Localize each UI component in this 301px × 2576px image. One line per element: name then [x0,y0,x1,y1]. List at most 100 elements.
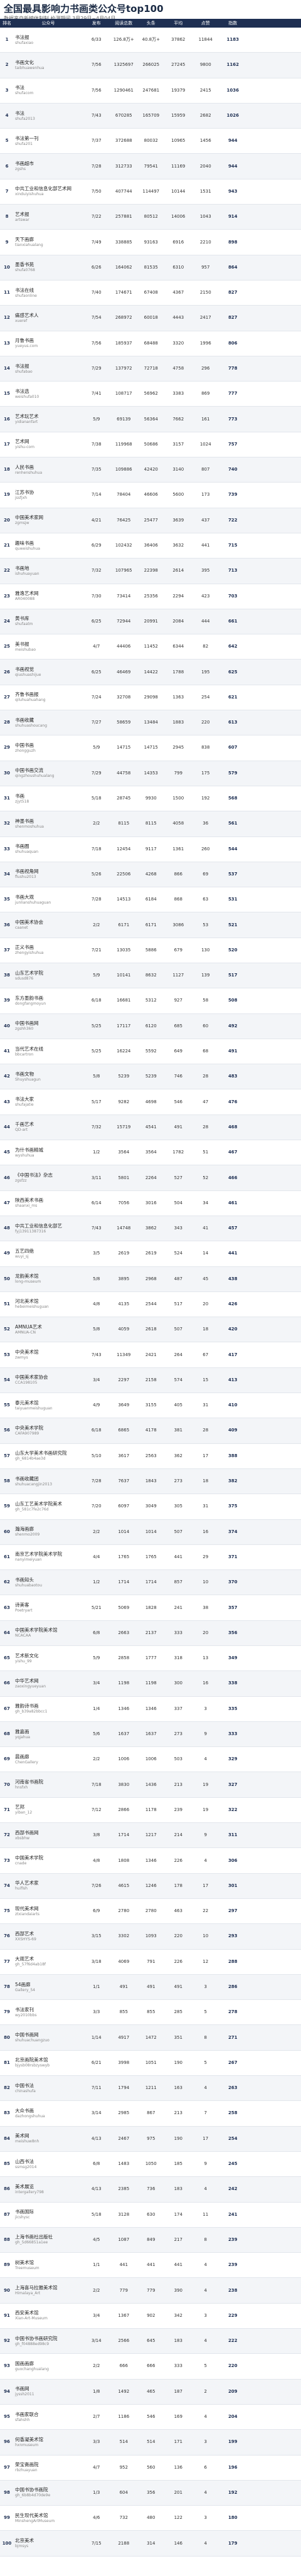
account-name[interactable]: 齐鲁书画报 [15,692,39,698]
account-cell[interactable]: 艺术网 yishu-com [14,439,83,450]
account-cell[interactable]: 中央美术馆 zwmys [14,1349,83,1360]
account-name[interactable]: 书画超市 [15,161,34,167]
account-name[interactable]: 痛感艺术人 [15,312,39,318]
account-name[interactable]: 《中国书法》杂志 [15,1172,53,1178]
account-cell[interactable]: 河北美术馆 hebeimeishuguan [14,1298,83,1310]
account-name[interactable]: 书画视角网 [15,868,39,875]
account-cell[interactable]: 书画收藏 shuhuashoucang [14,717,83,729]
table-row[interactable]: 26 书画视觉 qiushuashijue 6/25 46469 14422 1788 195… [0,660,301,685]
account-name[interactable]: 山东艺术学院 [15,970,43,976]
table-row[interactable]: 99 民生现代美术馆 MinshengArtMuseum 4/6 732 480 122 3 1… [0,2506,301,2531]
account-cell[interactable]: 书法大家 shufajatie [14,1096,83,1108]
table-row[interactable]: 22 书画地 ishuhuayuan 7/32 107965 22398 2614 395 71… [0,558,301,584]
table-row[interactable]: 87 书画国际 jicshysc 5/18 3128 630 174 11 241 [0,2203,301,2228]
table-row[interactable]: 44 千画艺术 QD-art 7/32 15719 4541 491 28 468 [0,1114,301,1141]
table-row[interactable]: 77 大观艺术 gh_57f6d4ab18f 3/18 4069 791 226 12 288 [0,1950,301,1975]
table-row[interactable]: 64 中国美术学院美术馆 NCACAA 6/8 2663 2137 333 20 356 [0,1620,301,1646]
account-name[interactable]: 书法第一刊 [15,135,39,141]
table-row[interactable]: 14 书法报 shufabao 7/29 137972 72718 4758 296 778 [0,356,301,382]
account-cell[interactable]: 上海书画社出版社 gh_5d66851a1ee [14,2234,83,2245]
account-name[interactable]: 中国书画交流 [15,767,43,774]
table-row[interactable]: 55 泰元美术馆 taiyuanmeishuguan 4/9 3649 3155 405 31… [0,1393,301,1419]
account-name[interactable]: 瀚海画廊 [15,1526,34,1532]
account-name[interactable]: 东方墨韵书画 [15,995,43,1001]
table-row[interactable]: 42 书画文物 Shuyshuagun 5/8 5239 5239 746 28 483 [0,1064,301,1090]
table-row[interactable]: 47 陕西美术书画 shaanxi_ms 6/14 7056 3016 504 34 461 [0,1191,301,1216]
account-cell[interactable]: 中国书画交流 qingzhoushuhualang [14,767,83,779]
account-name[interactable]: 书画国际 [15,2209,34,2215]
account-name[interactable]: AMNUA艺术 [15,1323,42,1330]
table-row[interactable]: 93 国画画廊 guochanghualang 2/2 666 666 333 5 220 [0,2354,301,2380]
account-cell[interactable]: 河南省书画院 hnsfxh [14,1779,83,1790]
account-cell[interactable]: 山西书法 ssmsg2014 [14,2159,83,2170]
account-name[interactable]: 五艺四绝 [15,1248,34,1254]
account-name[interactable]: 书法大家 [15,1096,34,1103]
account-name[interactable]: 上海喜马拉雅美术馆 [15,2285,58,2291]
account-cell[interactable]: 美术网 meishuw8nh [14,2133,83,2144]
account-cell[interactable]: 陕西美术书画 shaanxi_ms [14,1197,83,1209]
account-cell[interactable]: 荣宝斋画院 rbzhuayuan [14,2462,83,2473]
table-row[interactable]: 45 为什书画精城 wyshuhua 1/2 3564 3564 1782 51 467 [0,1140,301,1166]
account-cell[interactable]: 北京美术 bjmsys [14,2538,83,2549]
table-row[interactable]: 39 东方墨韵书画 dongfangmoyun 6/18 16681 5312 927 58 5… [0,988,301,1014]
table-row[interactable]: 90 上海喜马拉雅美术馆 Himalaya_Art 2/2 779 779 390 4 238 [0,2278,301,2304]
account-cell[interactable]: 中国书画 zhongguzh [14,742,83,754]
account-name[interactable]: 书法选 [15,388,29,394]
table-row[interactable]: 30 中国书画交流 qingzhoushuhualang 7/29 44758 14353… [0,761,301,786]
account-name[interactable]: 艺术玩艺术 [15,414,39,420]
account-name[interactable]: 当代艺术在线 [15,1045,43,1052]
table-row[interactable]: 75 现代美术网 ztxiandaiarts 6/9 2780 2780 463 22 297 [0,1899,301,1925]
account-cell[interactable]: 艺邦 yiban_12 [14,1804,83,1815]
account-cell[interactable]: 书画知头 shuhuabaotou [14,1577,83,1588]
account-name[interactable]: 艺术新文化 [15,1652,39,1659]
table-row[interactable]: 60 瀚海画廊 shenmo2009 2/2 1014 1014 507 16 374 [0,1519,301,1545]
table-row[interactable]: 43 书法大家 shufajatie 5/17 9282 4698 546 47 476 [0,1089,301,1115]
account-cell[interactable]: 书画国际 jicshysc [14,2209,83,2220]
account-cell[interactable]: 中国书画网 zgshh360 [14,1020,83,1032]
account-name[interactable]: 大众书画 [15,2107,34,2114]
account-name[interactable]: 书法 [15,110,24,116]
table-row[interactable]: 56 中央美术学院 CAFA907989 6/18 6865 4178 381 28 409 [0,1418,301,1444]
table-row[interactable]: 40 中国书画网 zgshh360 5/25 17117 6120 685 60 492 [0,1013,301,1039]
account-name[interactable]: 南京艺术学院美术学院 [15,1551,62,1558]
account-cell[interactable]: 痛感艺术人 xueref [14,313,83,324]
table-row[interactable]: 74 华人艺术家 huifish 7/26 4615 1246 178 17 301 [0,1873,301,1899]
table-row[interactable]: 25 美书报 meishubao 4/7 44406 11452 6344 82 642 [0,634,301,660]
table-row[interactable]: 89 树美术馆 Treemuseum 1/1 441 441 441 4 239 [0,2253,301,2279]
table-row[interactable]: 95 书画家联合 sfahshh 2/7 1186 546 169 4 204 [0,2405,301,2430]
table-row[interactable]: 67 雅韵诗书画 gh_b39a82bbcc1 1/4 1346 1346 337 3 335 [0,1697,301,1722]
table-row[interactable]: 96 何香凝美术馆 hxnmuseum 3/3 514 514 171 3 199 [0,2430,301,2456]
account-cell[interactable]: 书法第一刊 shufa201 [14,136,83,147]
account-cell[interactable]: 树美术馆 Treemuseum [14,2260,83,2271]
account-cell[interactable]: 艺术报 artswar [14,211,83,223]
account-cell[interactable]: 中共工业和信息化部艺 fyj13911387316 [14,1223,83,1234]
table-row[interactable]: 13 月鲁书画 yueyus.com 7/56 185937 68488 3320 1996 8… [0,331,301,356]
account-cell[interactable]: 雅逸艺术网 AR040088 [14,591,83,602]
account-name[interactable]: 千画艺术 [15,1121,34,1128]
table-row[interactable]: 16 艺术玩艺术 yidiananfart 5/9 69139 56364 7662 161 7… [0,407,301,432]
account-name[interactable]: 天下画廊 [15,237,34,243]
account-name[interactable]: 江苏书协 [15,489,34,495]
account-name[interactable]: 山东大学美术书画研究院 [15,1450,67,1456]
account-name[interactable]: 黄书库 [15,616,29,622]
table-row[interactable]: 70 河南省书画院 hnsfxh 7/18 3830 1436 213 19 327 [0,1772,301,1798]
table-row[interactable]: 85 山西书法 ssmsg2014 6/8 1483 1050 185 9 245 [0,2152,301,2178]
account-cell[interactable]: 西安美术馆 Xian-Art-Museum [14,2310,83,2321]
account-cell[interactable]: 大观艺术 gh_57f6d4ab18f [14,1956,83,1967]
account-name[interactable]: 中共工业和信息化部艺 [15,1222,62,1229]
table-row[interactable]: 63 诗美客 Poetryart 5/21 5069 1828 241 38 357 [0,1595,301,1621]
account-cell[interactable]: 书画圈 shuhuaquan [14,843,83,855]
account-cell[interactable]: 书画文物 Shuyshuagun [14,1071,83,1082]
account-name[interactable]: 书法家刊 [15,2006,34,2012]
account-name[interactable]: 美术展览 [15,2183,34,2189]
account-name[interactable]: 趣味书画 [15,540,34,546]
account-cell[interactable]: 书画网 jyssh2011 [14,2386,83,2397]
account-cell[interactable]: 上海喜马拉雅美术馆 Himalaya_Art [14,2285,83,2296]
account-cell[interactable]: 书画视角网 flushu2013 [14,868,83,880]
account-name[interactable]: 上海书画社出版社 [15,2234,53,2240]
account-name[interactable]: 中央美术馆 [15,1349,39,1355]
account-cell[interactable]: 书画地 ishuhuayuan [14,565,83,577]
account-cell[interactable]: 美术展览 intergallery798 [14,2184,83,2195]
account-cell[interactable]: 中国美术学院 cnade [14,1855,83,1866]
account-cell[interactable]: 山东工艺美术学院美术 gh_581c7fe2c76d [14,1501,83,1512]
